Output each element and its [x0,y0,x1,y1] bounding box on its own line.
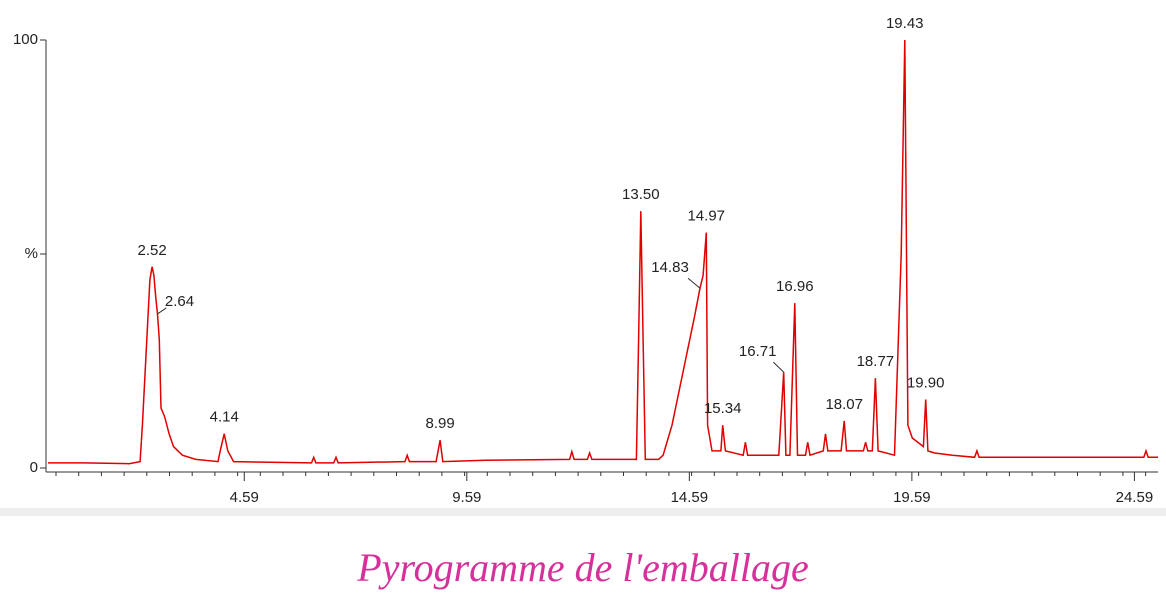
x-tick-label: 9.59 [452,489,481,506]
x-tick-label: 4.59 [230,489,259,506]
x-tick-label: 19.59 [893,489,931,506]
x-tick-label: 14.59 [671,489,709,506]
y-tick-label: % [25,245,38,262]
y-tick-label: 0 [30,459,38,476]
leader-line [772,361,785,373]
chart-title: Pyrogramme de l'emballage [356,545,808,590]
peak-label: 2.52 [138,242,167,259]
peak-label: 16.71 [739,343,777,360]
peak-label: 14.97 [687,208,725,225]
peak-label: 13.50 [622,186,660,203]
peak-label: 16.96 [776,278,814,295]
peak-label: 15.34 [704,400,742,417]
x-tick-label: 24.59 [1116,489,1154,506]
signal-trace [48,39,1158,465]
y-tick-label: 100 [13,31,38,48]
leader-line [157,307,167,315]
peak-label: 14.83 [651,259,689,276]
peak-label: 8.99 [426,415,455,432]
peak-label: 19.90 [907,374,945,391]
peak-label: 18.07 [825,396,863,413]
separator [0,508,1166,516]
peak-label: 2.64 [165,293,194,310]
peak-label: 4.14 [210,409,239,426]
peak-label: 18.77 [857,353,895,370]
peak-label: 19.43 [886,15,924,32]
leader-line [687,277,701,289]
